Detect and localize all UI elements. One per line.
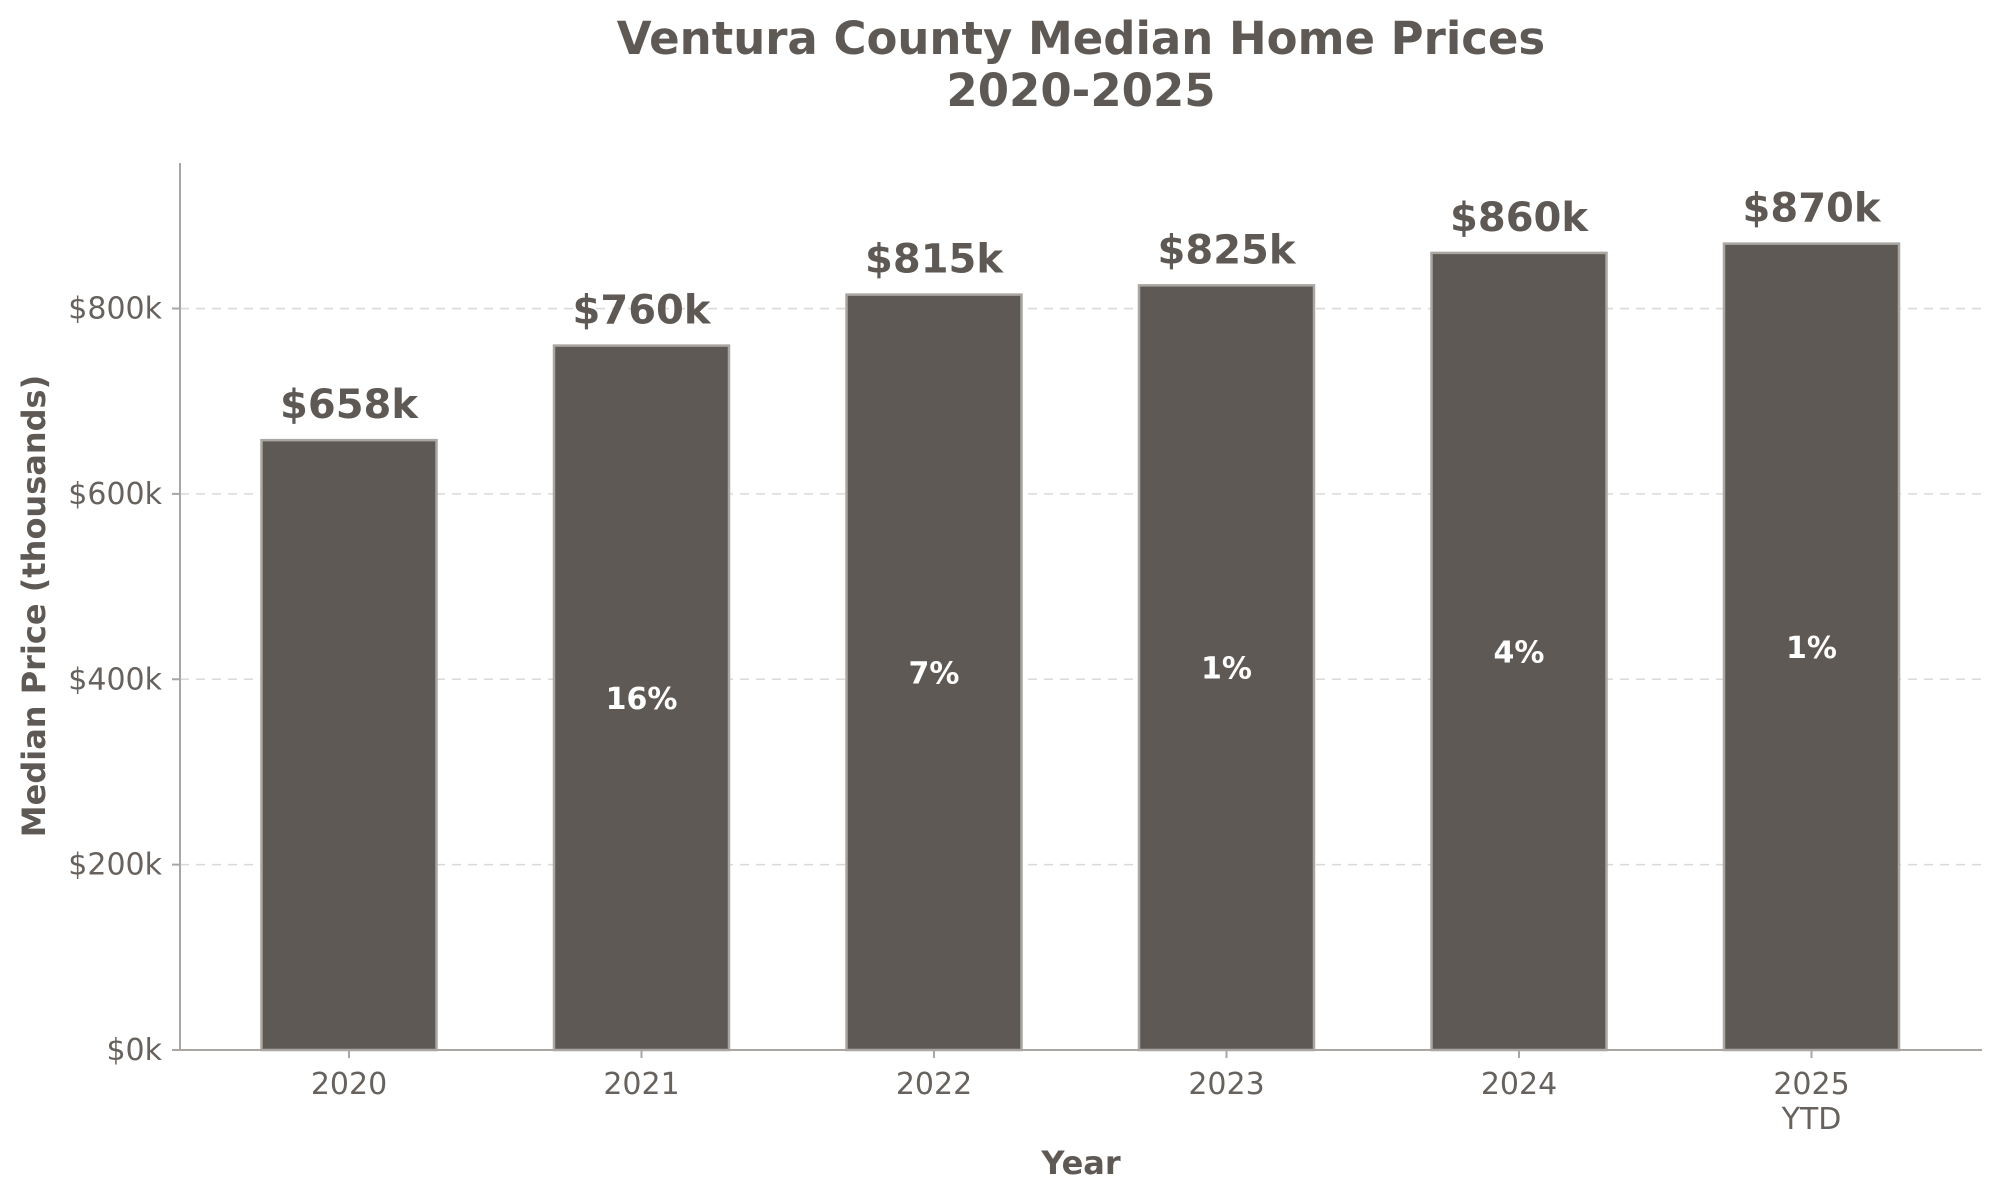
x-axis-title: Year	[1040, 1144, 1121, 1182]
value-label: $825k	[1158, 227, 1297, 273]
percent-change-label: 1%	[1786, 631, 1837, 666]
y-tick-label: $800k	[68, 292, 162, 327]
y-tick-label: $0k	[106, 1033, 162, 1068]
bar	[552, 344, 731, 1052]
axes	[179, 163, 1982, 1051]
value-label: $815k	[865, 237, 1004, 283]
x-tick-label: 2025 YTD	[1773, 1067, 1849, 1137]
y-tick-label: $400k	[68, 662, 162, 697]
percent-change-label: 1%	[1201, 652, 1252, 687]
value-label: $860k	[1450, 195, 1589, 241]
y-tick-label: $600k	[68, 477, 162, 512]
value-labels: $658k $760k $815k $825k $860k $870k	[280, 186, 1882, 428]
x-tick-labels: 2020 2021 2022 2023 2024 2025 YTD	[311, 1050, 1850, 1137]
bar	[845, 293, 1023, 1052]
chart-title: Ventura County Median Home Prices2020-20…	[617, 12, 1545, 117]
x-tick-label: 2024	[1481, 1067, 1557, 1102]
value-label: $870k	[1743, 186, 1882, 232]
x-tick-label: 2021	[603, 1067, 679, 1102]
x-tick-label: 2023	[1188, 1067, 1264, 1102]
y-tick-label: $200k	[68, 848, 162, 883]
bar	[260, 438, 438, 1052]
y-tick-labels: $0k $200k $400k $600k $800k	[68, 292, 180, 1068]
bars	[260, 242, 1901, 1052]
value-label: $658k	[280, 382, 419, 428]
percent-change-label: 7%	[909, 656, 960, 691]
chart-title-line: Ventura County Median Home Prices	[617, 12, 1545, 65]
y-axis-title: Median Price (thousands)	[15, 375, 53, 837]
bar	[1430, 251, 1608, 1052]
x-tick-label: 2020	[311, 1067, 387, 1102]
percent-change-label: 4%	[1494, 635, 1545, 670]
percent-change-label: 16%	[606, 682, 678, 717]
value-label: $760k	[573, 288, 712, 334]
percent-change-labels: 16% 7% 1% 4% 1%	[606, 631, 1837, 717]
x-tick-label: 2022	[896, 1067, 972, 1102]
bar	[1137, 284, 1316, 1052]
chart-title-line: 2020-2025	[946, 64, 1215, 117]
gridlines	[180, 307, 1982, 866]
